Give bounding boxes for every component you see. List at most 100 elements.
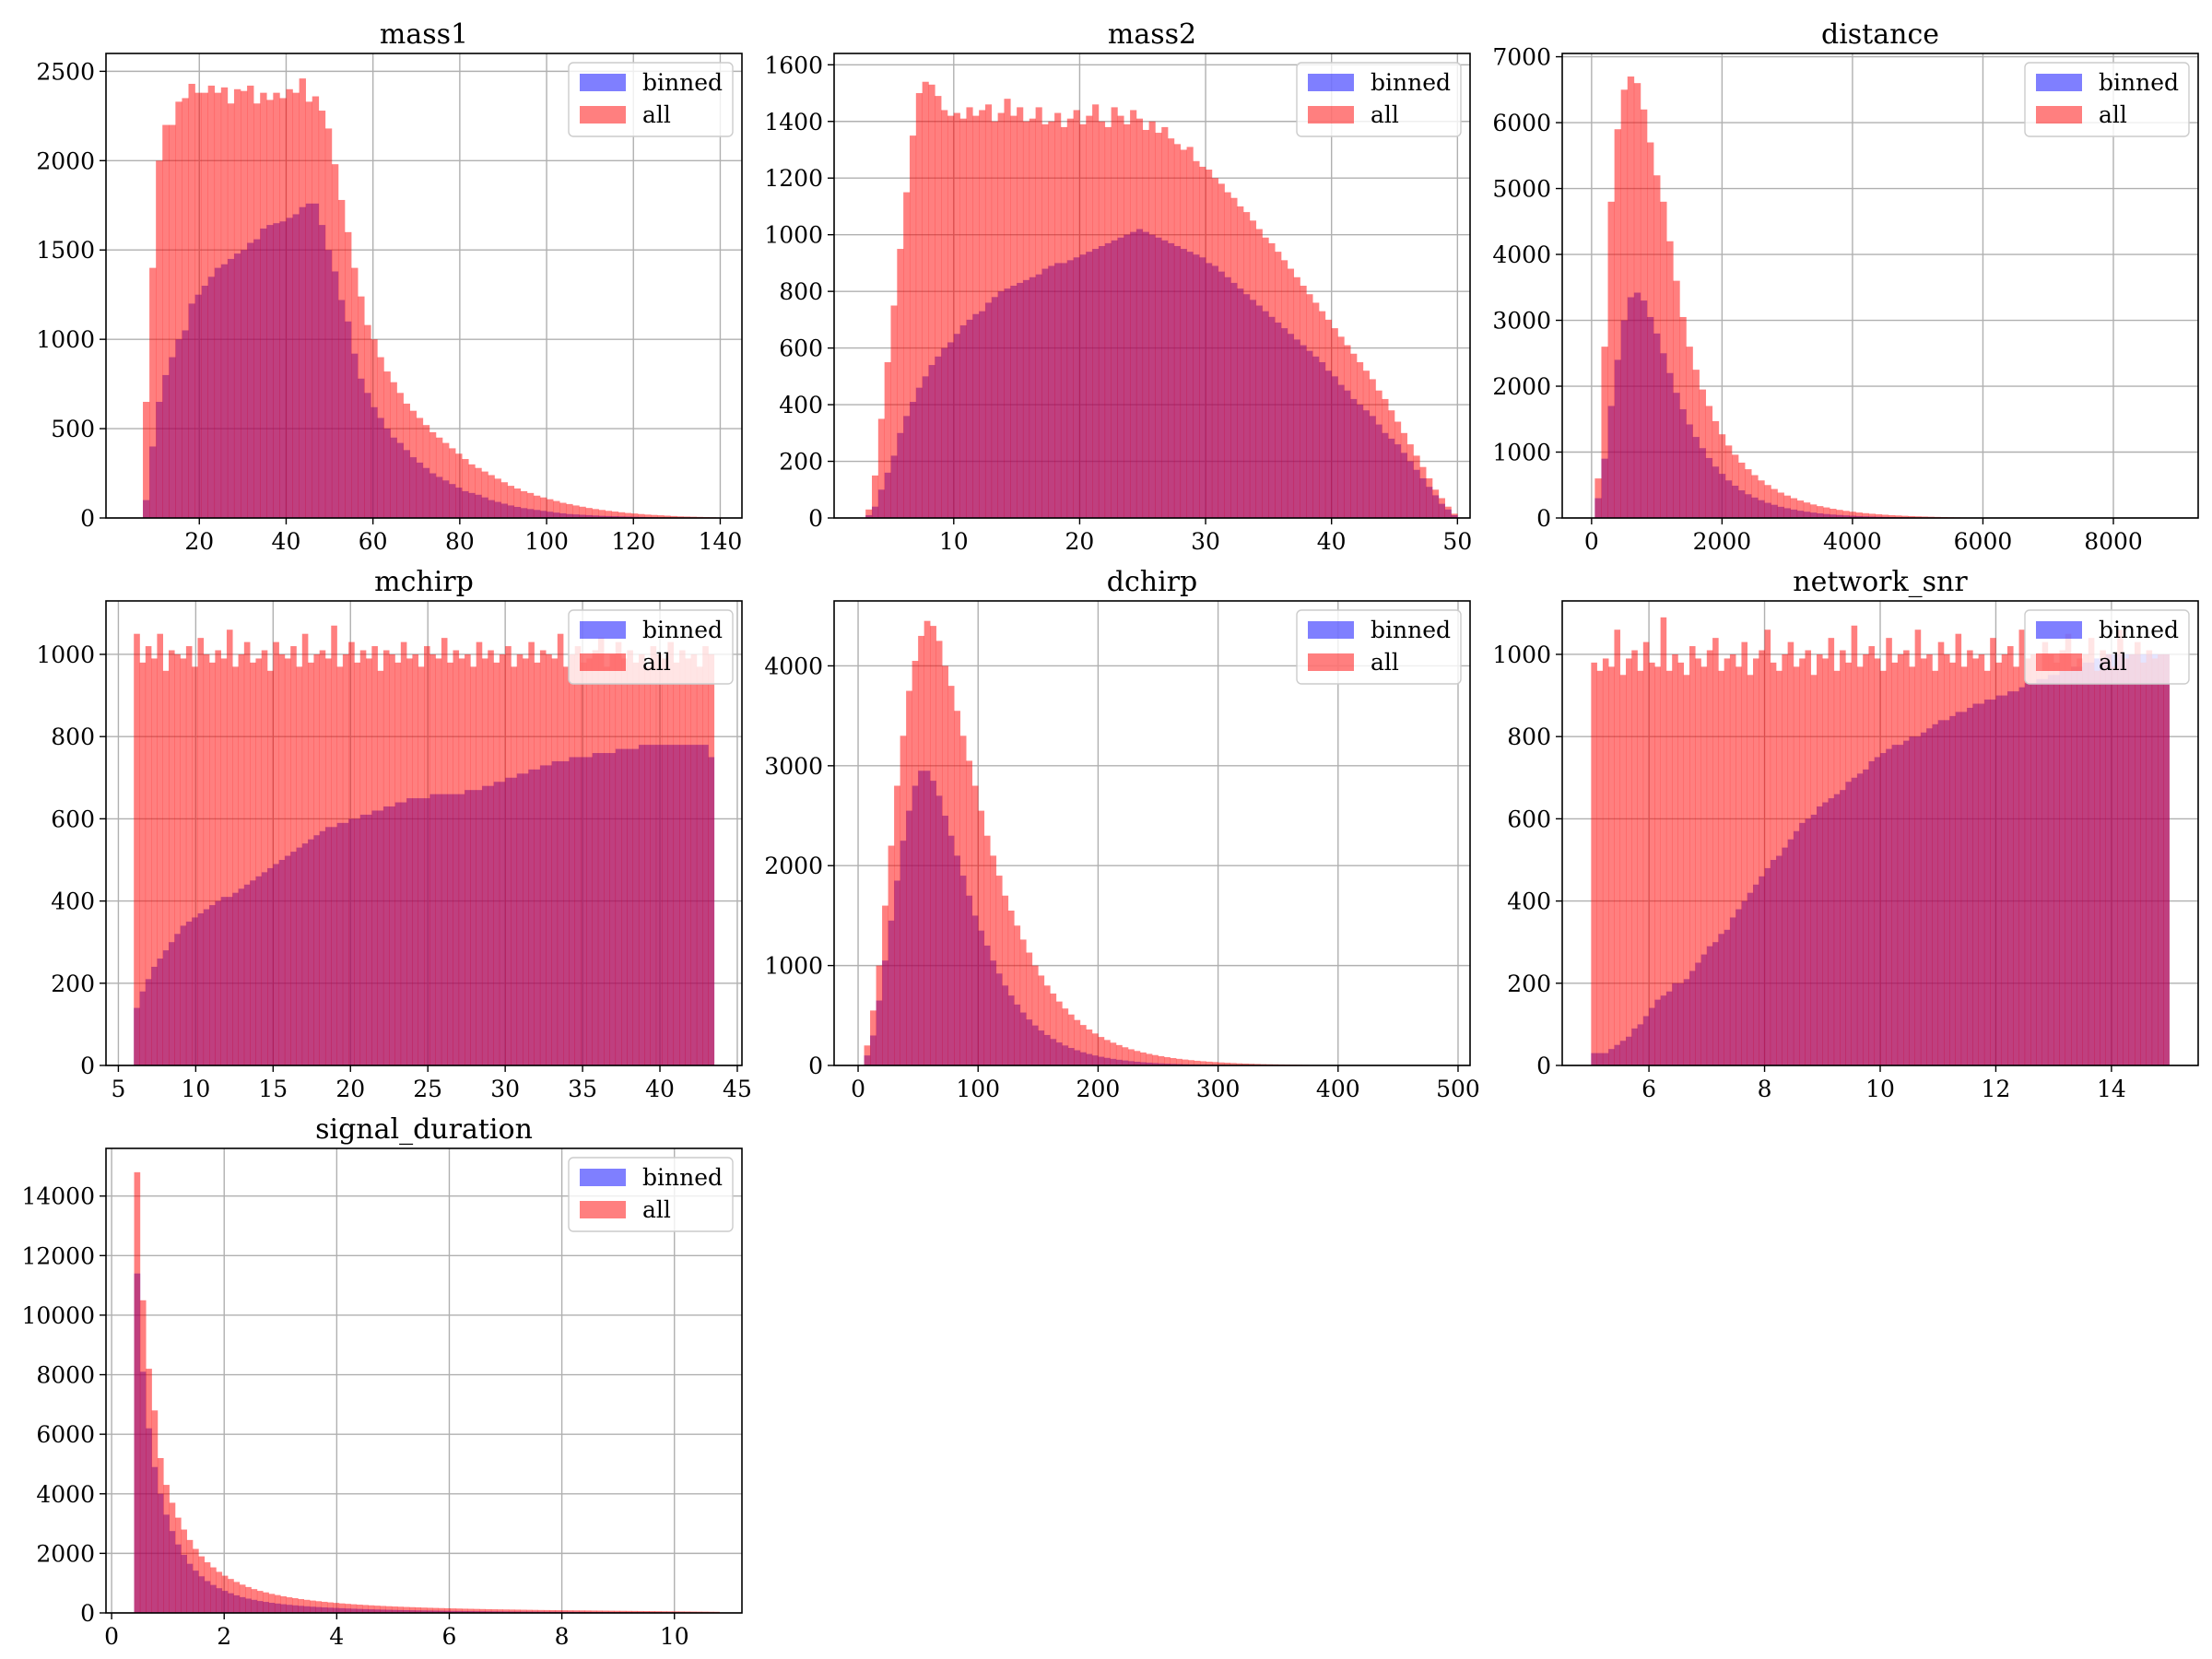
x-tick-label: 8	[555, 1623, 570, 1650]
x-tick-label: 10	[181, 1076, 210, 1102]
bar-all	[637, 513, 645, 518]
bar-all	[1677, 662, 1685, 1065]
bar-all	[1840, 650, 1846, 1065]
bar-all	[1248, 1064, 1254, 1065]
bar-all	[1122, 1047, 1129, 1065]
y-tick-label: 400	[51, 888, 95, 915]
bar-all	[453, 650, 460, 1065]
bar-all	[373, 1606, 381, 1613]
bar-all	[1817, 506, 1824, 518]
bar-all	[1607, 201, 1615, 518]
bar-all	[1212, 1062, 1218, 1065]
bar-all	[396, 393, 404, 518]
bar-all	[455, 453, 463, 518]
bar-all	[1451, 513, 1458, 518]
x-tick-label: 15	[258, 1076, 288, 1102]
bar-all	[625, 1610, 632, 1613]
bar-all	[997, 112, 1005, 518]
bar-all	[1881, 514, 1889, 518]
bar-all	[627, 650, 633, 1065]
bar-all	[528, 641, 535, 1065]
x-tick-label: 4	[329, 1623, 344, 1650]
x-tick-label: 0	[851, 1076, 865, 1102]
x-tick-label: 40	[1317, 528, 1347, 555]
y-tick-label: 0	[808, 505, 823, 532]
bar-all	[1255, 229, 1263, 518]
bar-all	[1432, 489, 1440, 518]
bar-all	[385, 1606, 393, 1613]
bar-all	[2123, 658, 2130, 1065]
y-tick-label: 2000	[1492, 373, 1551, 400]
y-tick-label: 1000	[36, 326, 95, 353]
y-tick-label: 500	[51, 416, 95, 442]
bar-all	[470, 666, 477, 1065]
y-tick-label: 1600	[764, 52, 823, 78]
bar-all	[143, 402, 150, 518]
bar-all	[1017, 107, 1024, 518]
bar-all	[1738, 462, 1746, 518]
bar-all	[655, 653, 663, 1065]
bar-all	[481, 658, 488, 1065]
legend-swatch-binned	[1308, 74, 1354, 91]
y-tick-label: 0	[80, 1053, 95, 1079]
x-tick-label: 100	[524, 528, 569, 555]
bar-all	[1134, 1051, 1141, 1065]
bar-all	[366, 658, 372, 1065]
legend-swatch-binned	[580, 621, 626, 639]
subplot-title: distance	[1821, 18, 1939, 51]
y-tick-label: 1200	[764, 165, 823, 192]
bar-all	[2140, 662, 2147, 1065]
bar-all	[666, 1611, 674, 1613]
bar-all	[255, 658, 263, 1065]
bar-all	[1375, 390, 1382, 518]
y-tick-label: 7000	[1492, 44, 1551, 71]
bar-all	[238, 653, 245, 1065]
bar-all	[1679, 316, 1687, 518]
bar-all	[420, 1607, 428, 1613]
bar-all	[1091, 1033, 1099, 1065]
y-tick-label: 3000	[1492, 308, 1551, 335]
bar-all	[935, 641, 943, 1065]
bar-all	[1888, 514, 1896, 518]
bar-all	[1695, 658, 1701, 1065]
x-tick-label: 8	[1758, 1076, 1772, 1102]
bar-all	[197, 638, 205, 1065]
legend-label-all: all	[642, 101, 671, 128]
bar-all	[935, 96, 942, 518]
bar-all	[1182, 1059, 1189, 1065]
bar-all	[1055, 1001, 1063, 1065]
bar-all	[1186, 147, 1194, 519]
bar-all	[391, 1606, 398, 1613]
y-tick-label: 4000	[764, 653, 823, 679]
bar-all	[654, 1611, 662, 1613]
bar-all	[377, 670, 384, 1065]
y-tick-label: 6000	[36, 1421, 95, 1448]
bar-all	[251, 1589, 258, 1613]
bar-all	[315, 1601, 323, 1613]
bar-all	[971, 785, 979, 1065]
bar-all	[563, 666, 570, 1065]
bar-all	[1218, 183, 1225, 519]
bar-all	[632, 662, 640, 1065]
bar-all	[286, 1597, 293, 1613]
bar-all	[630, 513, 639, 518]
bar-all	[2036, 670, 2042, 1065]
bar-all	[354, 662, 361, 1065]
bar-all	[1043, 985, 1051, 1065]
bar-all	[1369, 379, 1376, 518]
bar-all	[432, 1607, 440, 1613]
bar-all	[194, 92, 202, 519]
legend-swatch-all	[580, 1201, 626, 1218]
bar-all	[273, 92, 280, 519]
bar-all	[1438, 498, 1445, 518]
x-tick-label: 20	[184, 528, 214, 555]
legend-label-all: all	[1371, 649, 1399, 676]
y-tick-label: 2000	[764, 853, 823, 879]
bar-all	[1790, 498, 1798, 518]
legend: binned all	[1296, 609, 1462, 685]
bar-all	[2059, 650, 2066, 1065]
bar-all	[584, 1610, 592, 1613]
subplot-title: signal_duration	[315, 1113, 533, 1146]
x-tick-label: 8000	[2084, 528, 2143, 555]
